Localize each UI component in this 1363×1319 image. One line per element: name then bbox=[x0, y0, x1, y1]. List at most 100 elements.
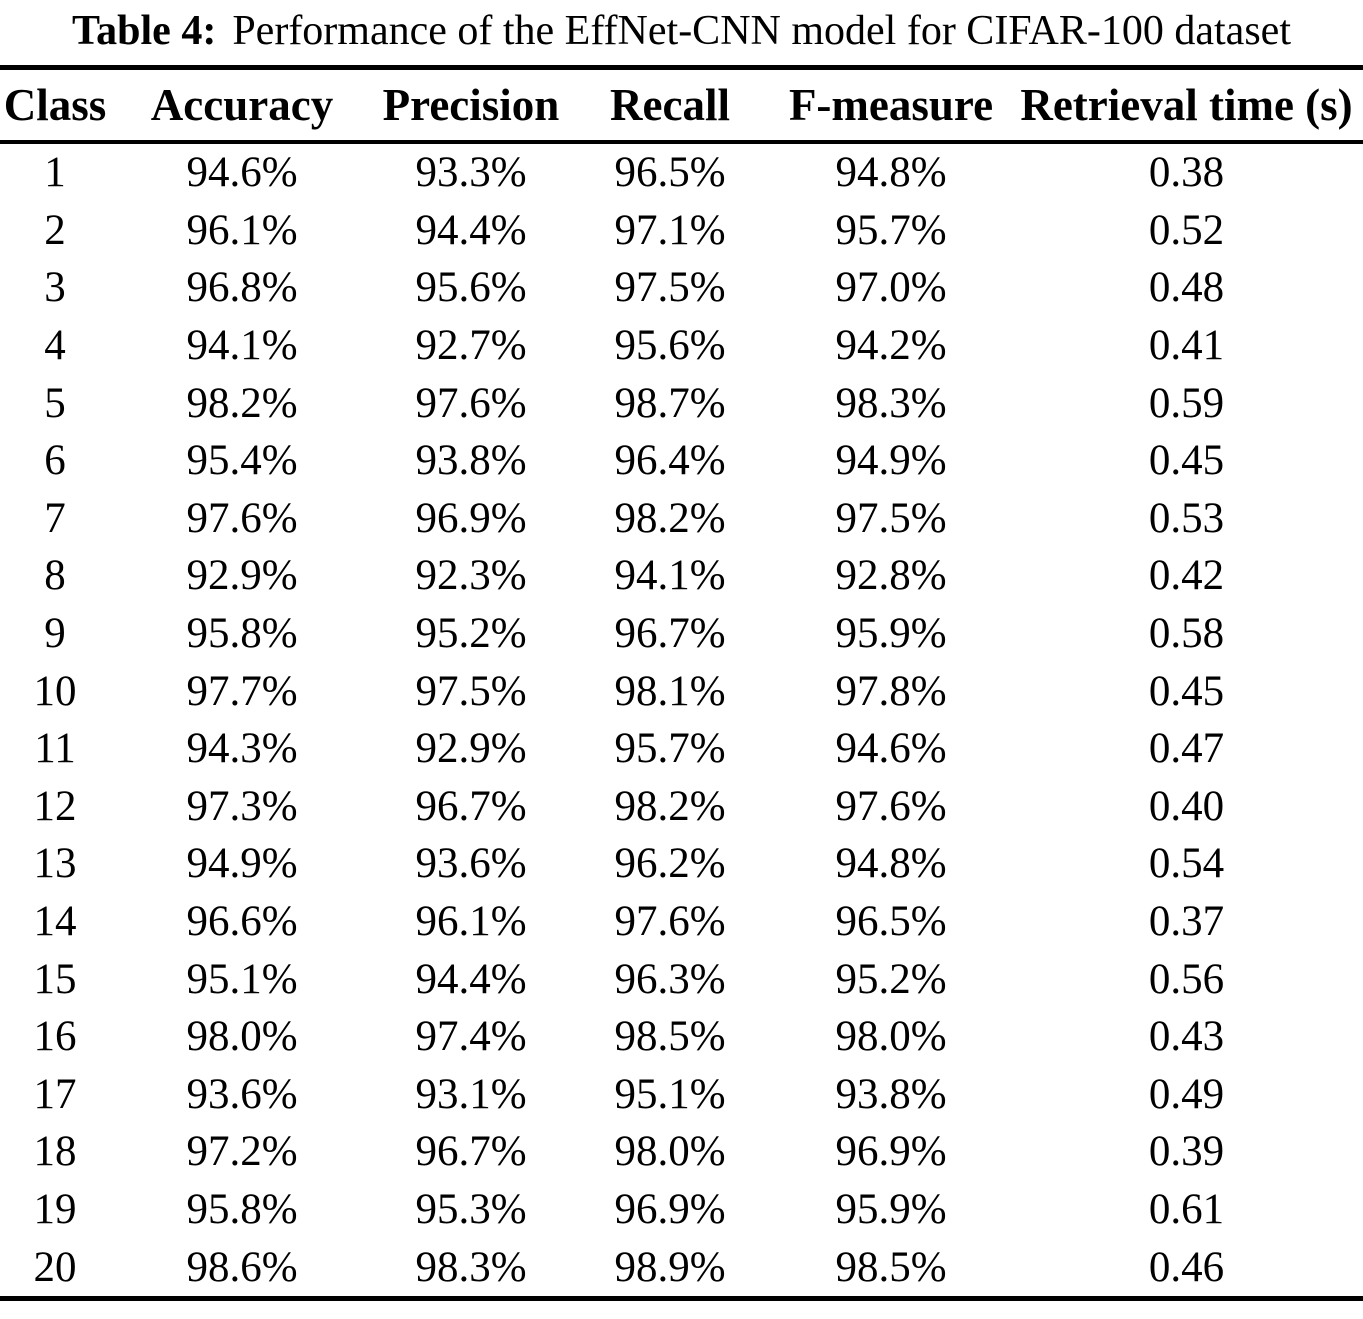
table-cell: 96.9% bbox=[614, 1185, 726, 1233]
table-cell: 98.3% bbox=[835, 379, 947, 427]
column-header-accuracy: Accuracy bbox=[110, 67, 374, 144]
table-cell: 0.48 bbox=[1148, 264, 1225, 312]
table-cell: 95.3% bbox=[415, 1185, 527, 1233]
table-cell: 94.4% bbox=[415, 955, 527, 1003]
caption-label: Table 4: bbox=[72, 8, 217, 54]
table-row: 18 97.2% 96.7% 98.0% 96.9% 0.39 bbox=[0, 1123, 1363, 1181]
table-cell: 5 bbox=[44, 379, 66, 427]
table-cell: 96.1% bbox=[186, 206, 298, 254]
table-cell: 93.8% bbox=[415, 437, 527, 485]
table-cell: 94.9% bbox=[835, 437, 947, 485]
table-cell: 19 bbox=[33, 1185, 77, 1233]
table-cell: 94.1% bbox=[614, 552, 726, 600]
table-cell: 11 bbox=[34, 725, 76, 773]
table-cell: 0.43 bbox=[1148, 1013, 1225, 1061]
table-cell: 97.6% bbox=[614, 898, 726, 946]
table-cell: 95.7% bbox=[835, 206, 947, 254]
results-table: Class Accuracy Precision Recall F-measur… bbox=[0, 65, 1363, 1301]
table-cell: 94.2% bbox=[835, 322, 947, 370]
table-cell: 17 bbox=[33, 1070, 77, 1118]
table-cell: 95.6% bbox=[614, 322, 726, 370]
table-cell: 0.56 bbox=[1148, 955, 1225, 1003]
table-cell: 94.8% bbox=[835, 840, 947, 888]
table-cell: 10 bbox=[33, 667, 77, 715]
table-row: 12 97.3% 96.7% 98.2% 97.6% 0.40 bbox=[0, 778, 1363, 836]
table-cell: 92.7% bbox=[415, 322, 527, 370]
table-cell: 97.6% bbox=[415, 379, 527, 427]
table-cell: 97.2% bbox=[186, 1128, 298, 1176]
table-cell: 92.9% bbox=[415, 725, 527, 773]
table-cell: 0.61 bbox=[1148, 1185, 1225, 1233]
table-cell: 97.5% bbox=[614, 264, 726, 312]
table-cell: 97.4% bbox=[415, 1013, 527, 1061]
table-cell: 92.8% bbox=[835, 552, 947, 600]
table-cell: 95.6% bbox=[415, 264, 527, 312]
table-cell: 93.6% bbox=[186, 1070, 298, 1118]
table-row: 11 94.3% 92.9% 95.7% 94.6% 0.47 bbox=[0, 720, 1363, 778]
table-cell: 0.40 bbox=[1148, 782, 1225, 830]
table-row: 5 98.2% 97.6% 98.7% 98.3% 0.59 bbox=[0, 374, 1363, 432]
table-cell: 96.9% bbox=[415, 494, 527, 542]
table-cell: 96.6% bbox=[186, 898, 298, 946]
table-cell: 95.2% bbox=[415, 610, 527, 658]
table-cell: 97.0% bbox=[835, 264, 947, 312]
table-row: 13 94.9% 93.6% 96.2% 94.8% 0.54 bbox=[0, 835, 1363, 893]
table-caption: Table 4: Performance of the EffNet-CNN mo… bbox=[0, 0, 1363, 56]
table-cell: 96.7% bbox=[614, 610, 726, 658]
header-row: Class Accuracy Precision Recall F-measur… bbox=[0, 67, 1363, 144]
table-cell: 96.5% bbox=[614, 149, 726, 197]
table-row: 2 96.1% 94.4% 97.1% 95.7% 0.52 bbox=[0, 202, 1363, 260]
table-cell: 97.3% bbox=[186, 782, 298, 830]
table-row: 6 95.4% 93.8% 96.4% 94.9% 0.45 bbox=[0, 432, 1363, 490]
column-header-recall: Recall bbox=[568, 67, 772, 144]
column-header-class: Class bbox=[0, 67, 110, 144]
table-row: 4 94.1% 92.7% 95.6% 94.2% 0.41 bbox=[0, 317, 1363, 375]
table-cell: 96.2% bbox=[614, 840, 726, 888]
table-cell: 98.0% bbox=[186, 1013, 298, 1061]
table-cell: 98.0% bbox=[835, 1013, 947, 1061]
table-cell: 0.49 bbox=[1148, 1070, 1225, 1118]
table-cell: 94.8% bbox=[835, 149, 947, 197]
table-cell: 0.37 bbox=[1148, 898, 1225, 946]
table-cell: 97.5% bbox=[835, 494, 947, 542]
column-header-precision: Precision bbox=[374, 67, 568, 144]
table-cell: 96.3% bbox=[614, 955, 726, 1003]
column-header-retrieval-time: Retrieval time (s) bbox=[1010, 67, 1363, 144]
table-cell: 20 bbox=[33, 1243, 77, 1291]
table-cell: 0.45 bbox=[1148, 667, 1225, 715]
table-cell: 97.6% bbox=[835, 782, 947, 830]
table-cell: 94.6% bbox=[835, 725, 947, 773]
table-cell: 97.6% bbox=[186, 494, 298, 542]
table-cell: 0.52 bbox=[1148, 206, 1225, 254]
table-cell: 95.8% bbox=[186, 1185, 298, 1233]
table-cell: 18 bbox=[33, 1128, 77, 1176]
table-cell: 97.7% bbox=[186, 667, 298, 715]
table-row: 16 98.0% 97.4% 98.5% 98.0% 0.43 bbox=[0, 1008, 1363, 1066]
table-cell: 96.7% bbox=[415, 1128, 527, 1176]
table-cell: 98.3% bbox=[415, 1243, 527, 1291]
table-row: 20 98.6% 98.3% 98.9% 98.5% 0.46 bbox=[0, 1238, 1363, 1298]
table-cell: 98.0% bbox=[614, 1128, 726, 1176]
table-cell: 98.7% bbox=[614, 379, 726, 427]
table-cell: 98.2% bbox=[614, 782, 726, 830]
table-cell: 2 bbox=[44, 206, 66, 254]
table-cell: 0.53 bbox=[1148, 494, 1225, 542]
table-cell: 7 bbox=[44, 494, 66, 542]
table-cell: 3 bbox=[44, 264, 66, 312]
table-row: 17 93.6% 93.1% 95.1% 93.8% 0.49 bbox=[0, 1066, 1363, 1124]
table-cell: 14 bbox=[33, 898, 77, 946]
table-cell: 0.45 bbox=[1148, 437, 1225, 485]
table-cell: 0.58 bbox=[1148, 610, 1225, 658]
table-cell: 93.6% bbox=[415, 840, 527, 888]
table-row: 1 94.6% 93.3% 96.5% 94.8% 0.38 bbox=[0, 142, 1363, 202]
table-row: 19 95.8% 95.3% 96.9% 95.9% 0.61 bbox=[0, 1181, 1363, 1239]
caption-text: Performance of the EffNet-CNN model for … bbox=[232, 8, 1291, 54]
table-cell: 0.59 bbox=[1148, 379, 1225, 427]
table-cell: 94.4% bbox=[415, 206, 527, 254]
table-cell: 0.46 bbox=[1148, 1243, 1225, 1291]
table-cell: 93.3% bbox=[415, 149, 527, 197]
column-header-f-measure: F-measure bbox=[772, 67, 1010, 144]
table-cell: 1 bbox=[44, 149, 66, 197]
table-row: 15 95.1% 94.4% 96.3% 95.2% 0.56 bbox=[0, 950, 1363, 1008]
